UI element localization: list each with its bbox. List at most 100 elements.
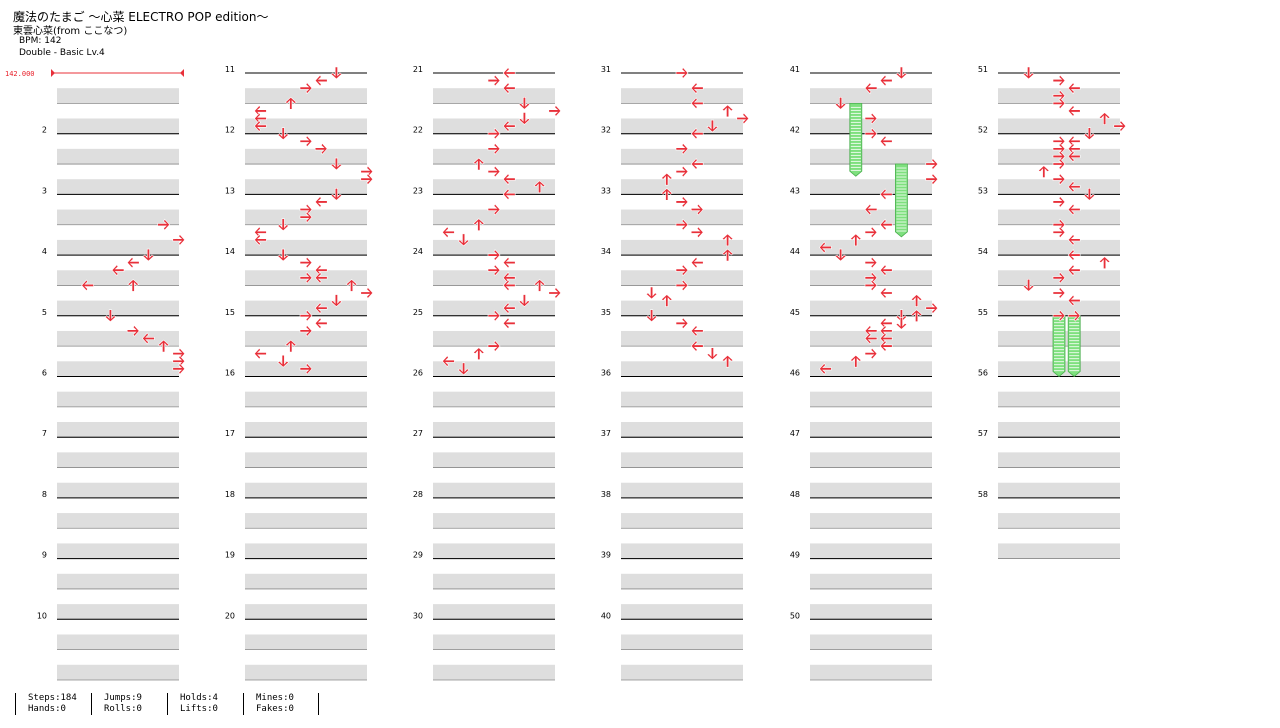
arrow-note [314, 317, 328, 330]
arrow-note [1067, 150, 1081, 163]
beat-band [57, 118, 179, 134]
arrow-note [487, 340, 501, 353]
arrow-note [487, 264, 501, 277]
beat-band [57, 391, 179, 407]
beat-band [621, 361, 743, 377]
arrow-note [299, 271, 313, 284]
artist-name: 東雲心菜(from ここなつ) [13, 26, 128, 37]
measure-number: 35 [601, 308, 611, 317]
arrow-note [330, 294, 343, 307]
arrow-note [127, 278, 140, 292]
measure-number: 29 [413, 551, 423, 560]
hold-body [895, 163, 908, 238]
measure-number: 36 [601, 369, 611, 378]
beat-band [433, 330, 555, 347]
beat-band [57, 422, 179, 438]
beat-band [810, 361, 932, 377]
arrow-note [864, 256, 878, 269]
arrow-note [1052, 173, 1066, 186]
beat-band [433, 664, 555, 680]
beat-band [433, 270, 555, 286]
arrow-note [157, 218, 171, 231]
arrow-note [360, 286, 374, 299]
beat-band [810, 148, 932, 165]
arrow-note [690, 226, 704, 239]
beat-band [998, 513, 1120, 529]
beat-band [621, 604, 743, 620]
beat-band [998, 300, 1120, 316]
beat-band [998, 179, 1120, 195]
stats-column: Steps:184 Hands:0 [15, 693, 89, 715]
beat-band [810, 391, 932, 407]
arrow-note [879, 264, 893, 277]
beat-band [810, 604, 932, 620]
arrow-note [360, 173, 374, 186]
arrow-note [690, 127, 704, 140]
arrow-note [253, 233, 267, 246]
arrow-note [864, 112, 878, 125]
arrow-note [104, 309, 117, 323]
arrow-note [277, 248, 290, 262]
arrow-note [1067, 249, 1081, 262]
beat-band [998, 391, 1120, 407]
arrow-note [879, 74, 893, 87]
measure-number: 27 [413, 429, 423, 438]
arrow-note [834, 248, 847, 262]
arrow-note [1022, 279, 1035, 292]
arrow-note [472, 157, 485, 171]
arrow-note [277, 127, 290, 141]
arrow-note [1083, 188, 1096, 201]
beat-band [57, 270, 179, 286]
beat-band [810, 88, 932, 104]
arrow-note [1052, 309, 1066, 322]
measure-number: 9 [42, 551, 47, 560]
arrow-note [690, 203, 704, 216]
arrow-note [690, 97, 704, 110]
measure-number: 20 [225, 611, 235, 620]
arrow-note [111, 264, 125, 277]
arrow-note [925, 173, 939, 186]
arrow-note [299, 256, 313, 269]
beat-band [810, 179, 932, 195]
arrow-note [1067, 233, 1081, 246]
arrow-note [299, 211, 313, 224]
bpm-label: BPM: 142 [19, 36, 62, 46]
measure-number: 42 [790, 126, 800, 135]
arrow-note [502, 279, 516, 292]
stats-divider [318, 693, 319, 715]
beat-band [57, 361, 179, 377]
beat-band [245, 634, 367, 650]
beat-band [433, 88, 555, 104]
arrow-note [299, 309, 313, 322]
arrow-note [502, 317, 516, 330]
measure-number: 41 [790, 65, 800, 74]
beat-band [433, 634, 555, 650]
arrow-note [126, 324, 140, 337]
beat-band [245, 330, 367, 347]
arrow-note [818, 241, 832, 254]
beat-band [245, 573, 367, 589]
arrow-note [910, 309, 923, 323]
stat-value: Lifts:0 [180, 704, 218, 714]
arrow-note [299, 362, 313, 375]
beat-band [433, 209, 555, 225]
beat-band [810, 573, 932, 589]
beat-band [998, 422, 1120, 438]
beat-band [998, 239, 1120, 256]
stats-column: Holds:4 Lifts:0 [167, 693, 241, 715]
arrow-note [1067, 180, 1081, 193]
measure-number: 3 [42, 186, 47, 195]
arrow-note [487, 165, 501, 178]
arrow-note [864, 82, 878, 95]
arrow-note [675, 279, 689, 292]
beat-band [57, 513, 179, 529]
beat-band [245, 239, 367, 256]
arrow-note [910, 294, 923, 307]
bpm-change-label: 142.000 [5, 70, 35, 78]
measure-number: 7 [42, 429, 47, 438]
bpm-marker-left [51, 69, 55, 77]
arrow-note [675, 317, 689, 330]
beat-band [245, 664, 367, 680]
beat-band [810, 118, 932, 134]
beat-band [621, 513, 743, 529]
